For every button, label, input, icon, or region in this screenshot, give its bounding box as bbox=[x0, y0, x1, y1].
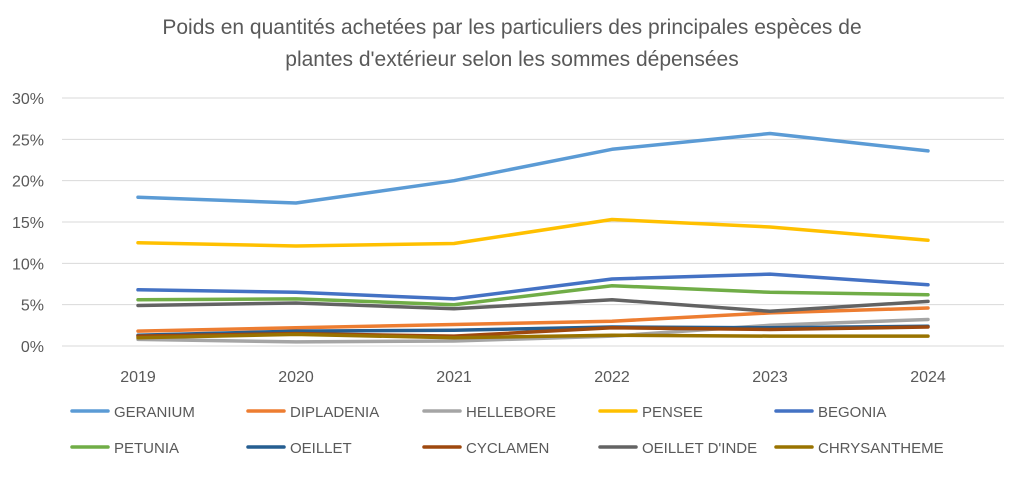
legend-label-begonia: BEGONIA bbox=[818, 404, 886, 421]
series-line-chrysantheme bbox=[136, 332, 930, 340]
legend-label-geranium: GERANIUM bbox=[114, 404, 195, 421]
x-tick-label: 2024 bbox=[910, 369, 946, 386]
chart-title-line-1: Poids en quantités achetées par les part… bbox=[162, 16, 861, 39]
x-axis-ticks: 2019 2020 2021 2022 2023 2024 bbox=[120, 369, 946, 386]
legend-label-oeillet: OEILLET bbox=[290, 440, 352, 457]
legend-label-petunia: PETUNIA bbox=[114, 440, 179, 457]
y-tick-label: 25% bbox=[12, 132, 44, 149]
series-line-begonia bbox=[136, 272, 930, 301]
series-line-oeillet-d-inde bbox=[136, 297, 930, 314]
x-tick-label: 2023 bbox=[752, 369, 788, 386]
series-lines bbox=[136, 131, 930, 344]
y-tick-label: 5% bbox=[21, 298, 44, 315]
y-tick-label: 30% bbox=[12, 91, 44, 108]
x-tick-label: 2020 bbox=[278, 369, 314, 386]
legend: GERANIUM DIPLADENIA HELLEBORE PENSEE BEGONIA… bbox=[70, 404, 944, 457]
series-line-hellebore bbox=[136, 317, 930, 344]
legend-label-hellebore: HELLEBORE bbox=[466, 404, 556, 421]
legend-label-chrysantheme: CHRYSANTHEME bbox=[818, 440, 944, 457]
series-line-geranium bbox=[136, 131, 930, 205]
legend-label-pensee: PENSEE bbox=[642, 404, 703, 421]
y-tick-label: 15% bbox=[12, 215, 44, 232]
legend-label-oeillet-d-inde: OEILLET D'INDE bbox=[642, 440, 757, 457]
x-tick-label: 2019 bbox=[120, 369, 156, 386]
series-line-petunia bbox=[136, 283, 930, 307]
y-axis-ticks: 0% 5% 10% 15% 20% 25% 30% bbox=[12, 91, 44, 356]
legend-label-dipladenia: DIPLADENIA bbox=[290, 404, 379, 421]
chart-title-line-2: plantes d'extérieur selon les sommes dép… bbox=[285, 48, 738, 71]
y-tick-label: 20% bbox=[12, 174, 44, 191]
series-line-pensee bbox=[136, 217, 930, 248]
series-line-dipladenia bbox=[136, 306, 930, 333]
x-tick-label: 2022 bbox=[594, 369, 630, 386]
y-tick-label: 0% bbox=[21, 339, 44, 356]
legend-label-cyclamen: CYCLAMEN bbox=[466, 440, 549, 457]
x-tick-label: 2021 bbox=[436, 369, 472, 386]
y-tick-label: 10% bbox=[12, 256, 44, 273]
